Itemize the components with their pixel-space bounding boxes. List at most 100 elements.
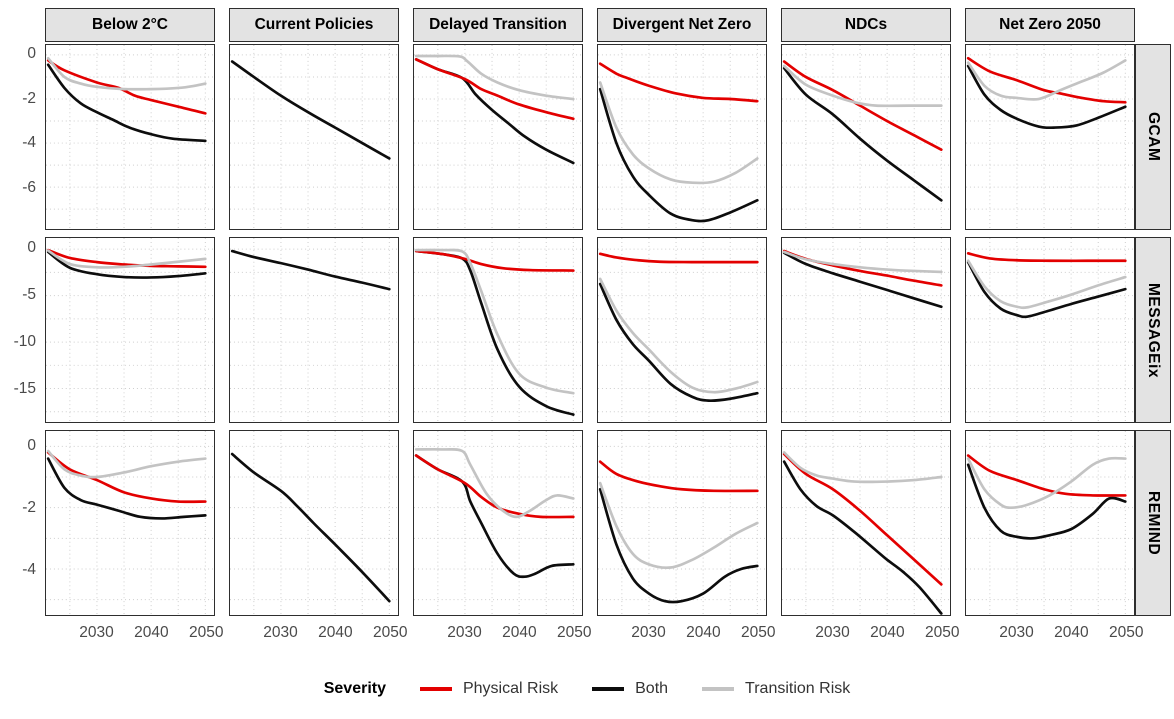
y-axis-tick-label: -2 <box>22 498 36 516</box>
x-axis-tick-label: 2050 <box>740 624 776 641</box>
y-axis-tick-label: -5 <box>22 286 36 304</box>
series-line-transition <box>966 59 1127 101</box>
panel-plot-area <box>46 45 214 229</box>
legend-key-both-line <box>592 687 625 691</box>
facet-row-label: REMIND <box>1145 490 1162 556</box>
y-axis-tick-label: -6 <box>22 178 36 196</box>
legend-item-physical-risk: Physical Risk <box>419 680 558 698</box>
series-line-transition <box>46 56 207 91</box>
x-axis-tick-label: 2040 <box>134 624 169 641</box>
chart-panel <box>965 237 1135 423</box>
facet-column-header: Delayed Transition <box>413 8 583 42</box>
chart-panel <box>45 430 215 616</box>
series-line-physical <box>782 60 943 151</box>
series-line-transition <box>46 249 207 269</box>
panel-plot-area <box>966 45 1134 229</box>
y-axis-tick-label: 0 <box>27 239 36 257</box>
facet-row-label: MESSAGEix <box>1145 282 1162 378</box>
chart-panel <box>413 44 583 230</box>
facet-column-header: Net Zero 2050 <box>965 8 1135 42</box>
legend-label-transition-risk: Transition Risk <box>745 680 851 697</box>
x-axis-tick-label: 2040 <box>1054 624 1089 641</box>
series-line-both <box>230 452 391 603</box>
series-line-transition <box>414 54 575 101</box>
series-line-transition <box>782 451 943 484</box>
chart-panel <box>45 44 215 230</box>
series-line-physical <box>598 252 759 264</box>
x-axis-tick-label: 2030 <box>79 624 114 641</box>
y-axis-tick-label: -2 <box>22 89 36 107</box>
panel-plot-area <box>782 431 950 615</box>
chart-legend: Severity Physical Risk Both Transition R… <box>0 680 1174 698</box>
x-axis-tick-label: 2040 <box>686 624 721 641</box>
x-axis-tick-label: 2050 <box>924 624 960 641</box>
series-line-transition <box>966 259 1127 310</box>
facet-row-header: MESSAGEix <box>1135 237 1171 423</box>
y-axis-tick-label: -4 <box>22 560 36 578</box>
series-line-both <box>230 60 391 160</box>
series-line-both <box>782 460 943 615</box>
panel-plot-area <box>414 238 582 422</box>
facet-row-label: GCAM <box>1145 112 1162 162</box>
facet-column-header: Below 2°C <box>45 8 215 42</box>
panel-plot-area <box>230 238 398 422</box>
series-line-both <box>414 58 575 165</box>
chart-panel <box>45 237 215 423</box>
series-line-both <box>598 282 759 403</box>
y-axis-tick-label: -10 <box>13 333 36 351</box>
x-axis-tick-label: 2050 <box>556 624 592 641</box>
panel-plot-area <box>782 45 950 229</box>
x-axis-tick-label: 2050 <box>1108 624 1144 641</box>
panel-plot-area <box>414 45 582 229</box>
chart-panel <box>781 237 951 423</box>
series-line-transition <box>966 456 1127 510</box>
series-line-both <box>46 250 207 279</box>
chart-panel <box>965 430 1135 616</box>
x-axis-tick-label: 2040 <box>318 624 353 641</box>
panel-plot-area <box>230 45 398 229</box>
series-line-both <box>782 66 943 202</box>
series-line-physical <box>598 62 759 103</box>
facet-row-header: GCAM <box>1135 44 1171 230</box>
series-line-transition <box>414 248 575 395</box>
facet-row-header: REMIND <box>1135 430 1171 616</box>
x-axis-tick-label: 2050 <box>188 624 224 641</box>
legend-key-transition-risk-line <box>702 687 735 691</box>
chart-panel <box>229 237 399 423</box>
series-line-physical <box>414 454 575 519</box>
series-line-transition <box>46 449 207 479</box>
series-line-transition <box>414 447 575 519</box>
x-axis-tick-label: 2030 <box>815 624 850 641</box>
y-axis-tick-label: -4 <box>22 134 36 152</box>
chart-panel <box>229 430 399 616</box>
panel-plot-area <box>46 431 214 615</box>
chart-panel <box>597 430 767 616</box>
series-line-both <box>230 249 391 291</box>
series-line-physical <box>414 249 575 272</box>
facet-column-header: Current Policies <box>229 8 399 42</box>
series-line-both <box>966 463 1127 540</box>
y-axis-tick-label: 0 <box>27 45 36 63</box>
chart-panel <box>781 430 951 616</box>
panel-plot-area <box>966 238 1134 422</box>
panel-plot-area <box>966 431 1134 615</box>
panel-plot-area <box>46 238 214 422</box>
chart-panel <box>965 44 1135 230</box>
x-axis-tick-label: 2030 <box>631 624 666 641</box>
x-axis-tick-label: 2050 <box>372 624 408 641</box>
chart-panel <box>597 44 767 230</box>
legend-label-both: Both <box>635 680 669 697</box>
series-line-both <box>46 63 207 143</box>
series-line-physical <box>414 58 575 121</box>
facet-column-header: NDCs <box>781 8 951 42</box>
legend-item-both: Both <box>592 680 668 698</box>
series-line-both <box>598 87 759 223</box>
series-line-both <box>782 251 943 309</box>
x-axis-tick-label: 2030 <box>263 624 298 641</box>
panel-plot-area <box>598 45 766 229</box>
chart-panel <box>597 237 767 423</box>
chart-panel <box>229 44 399 230</box>
panel-plot-area <box>782 238 950 422</box>
chart-panel <box>781 44 951 230</box>
